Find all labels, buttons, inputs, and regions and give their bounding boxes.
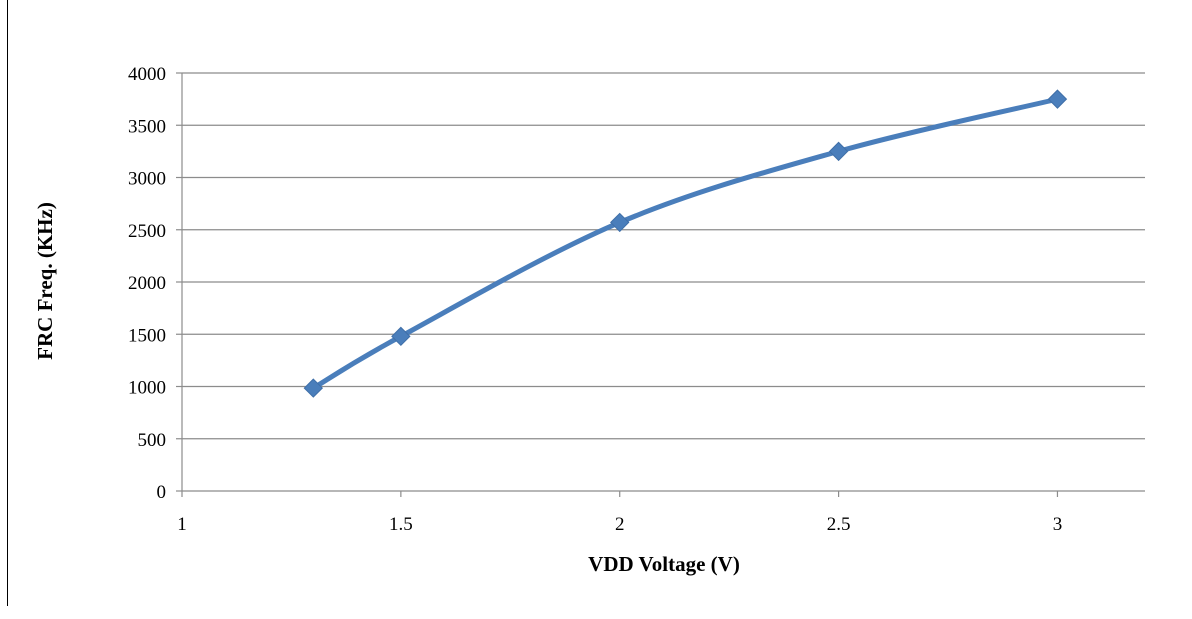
data-point-marker xyxy=(303,378,324,398)
y-tick-label: 0 xyxy=(157,482,167,503)
series-line xyxy=(310,96,1060,391)
y-tick-label: 500 xyxy=(138,430,167,451)
y-tick-label: 4000 xyxy=(128,64,166,85)
y-tick-labels: 0 500 1000 1500 2000 2500 3000 3500 4000 xyxy=(128,64,166,503)
x-tick-label: 2 xyxy=(615,514,625,535)
y-tick-label: 2000 xyxy=(128,273,166,294)
data-point-marker xyxy=(828,141,849,162)
y-axis-title: FRC Freq. (KHz) xyxy=(33,202,57,360)
frame-border-line xyxy=(7,0,8,606)
x-tick-label: 1 xyxy=(177,514,187,535)
axes xyxy=(176,72,1145,497)
data-point-marker xyxy=(1047,89,1068,109)
data-point-marker xyxy=(391,326,411,347)
x-tick-label: 1.5 xyxy=(389,514,413,535)
y-tick-label: 1500 xyxy=(128,325,166,346)
y-tick-label: 1000 xyxy=(128,378,166,399)
y-tick-label: 3500 xyxy=(128,116,166,137)
x-tick-label: 3 xyxy=(1053,514,1063,535)
data-point-marker xyxy=(610,212,630,233)
series-group xyxy=(303,89,1068,398)
x-tick-labels: 1 1.5 2 2.5 3 xyxy=(177,514,1062,535)
x-axis-title: VDD Voltage (V) xyxy=(588,552,740,576)
x-tick-label: 2.5 xyxy=(827,514,851,535)
y-tick-label: 3000 xyxy=(128,169,166,190)
gridlines xyxy=(182,72,1145,440)
y-tick-label: 2500 xyxy=(128,221,166,242)
